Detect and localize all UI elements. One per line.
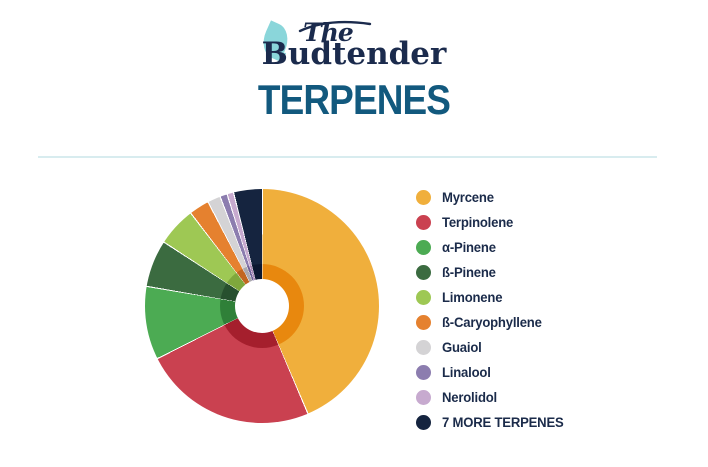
legend-dot-7-more-terpenes	[416, 415, 431, 430]
legend-label-terpinolene: Terpinolene	[442, 215, 514, 230]
logo-name-text: Budtender	[261, 36, 447, 72]
logo-swash	[298, 20, 372, 33]
legend-item-myrcene: Myrcene	[416, 185, 567, 210]
brand-logo: The Budtender	[0, 0, 708, 80]
legend-item-guaiol: Guaiol	[416, 335, 567, 360]
legend-label-nerolidol: Nerolidol	[442, 390, 498, 405]
legend-label-limonene: Limonene	[442, 290, 503, 305]
divider-line	[38, 156, 657, 158]
legend-label-7-more-terpenes: 7 MORE TERPENES	[442, 415, 564, 430]
terpene-donut-chart	[145, 189, 379, 423]
legend-dot-nerolidol	[416, 390, 431, 405]
legend-item-pinene: ß-Pinene	[416, 260, 567, 285]
legend-item-limonene: Limonene	[416, 285, 567, 310]
legend-dot-linalool	[416, 365, 431, 380]
legend-dot-pinene	[416, 265, 431, 280]
page-title: TERPENES	[257, 76, 451, 123]
legend-item-caryophyllene: ß-Caryophyllene	[416, 310, 567, 335]
legend-label-guaiol: Guaiol	[442, 340, 482, 355]
legend-label-caryophyllene: ß-Caryophyllene	[442, 315, 542, 330]
legend-label-linalool: Linalool	[442, 365, 491, 380]
legend-dot-guaiol	[416, 340, 431, 355]
logo-the-text: The	[303, 18, 354, 47]
chart-legend: Myrcene Terpinolene α-Pinene ß-Pinene Limone…	[416, 185, 567, 435]
legend-item-nerolidol: Nerolidol	[416, 385, 567, 410]
legend-label-myrcene: Myrcene	[442, 190, 494, 205]
donut-hole	[235, 279, 289, 333]
legend-item-pinene: α-Pinene	[416, 235, 567, 260]
legend-item-7-more-terpenes: 7 MORE TERPENES	[416, 410, 567, 435]
legend-item-linalool: Linalool	[416, 360, 567, 385]
legend-label-pinene: ß-Pinene	[442, 265, 496, 280]
legend-label-pinene: α-Pinene	[442, 240, 496, 255]
legend-dot-myrcene	[416, 190, 431, 205]
legend-dot-pinene	[416, 240, 431, 255]
legend-dot-terpinolene	[416, 215, 431, 230]
legend-dot-caryophyllene	[416, 315, 431, 330]
legend-dot-limonene	[416, 290, 431, 305]
legend-item-terpinolene: Terpinolene	[416, 210, 567, 235]
